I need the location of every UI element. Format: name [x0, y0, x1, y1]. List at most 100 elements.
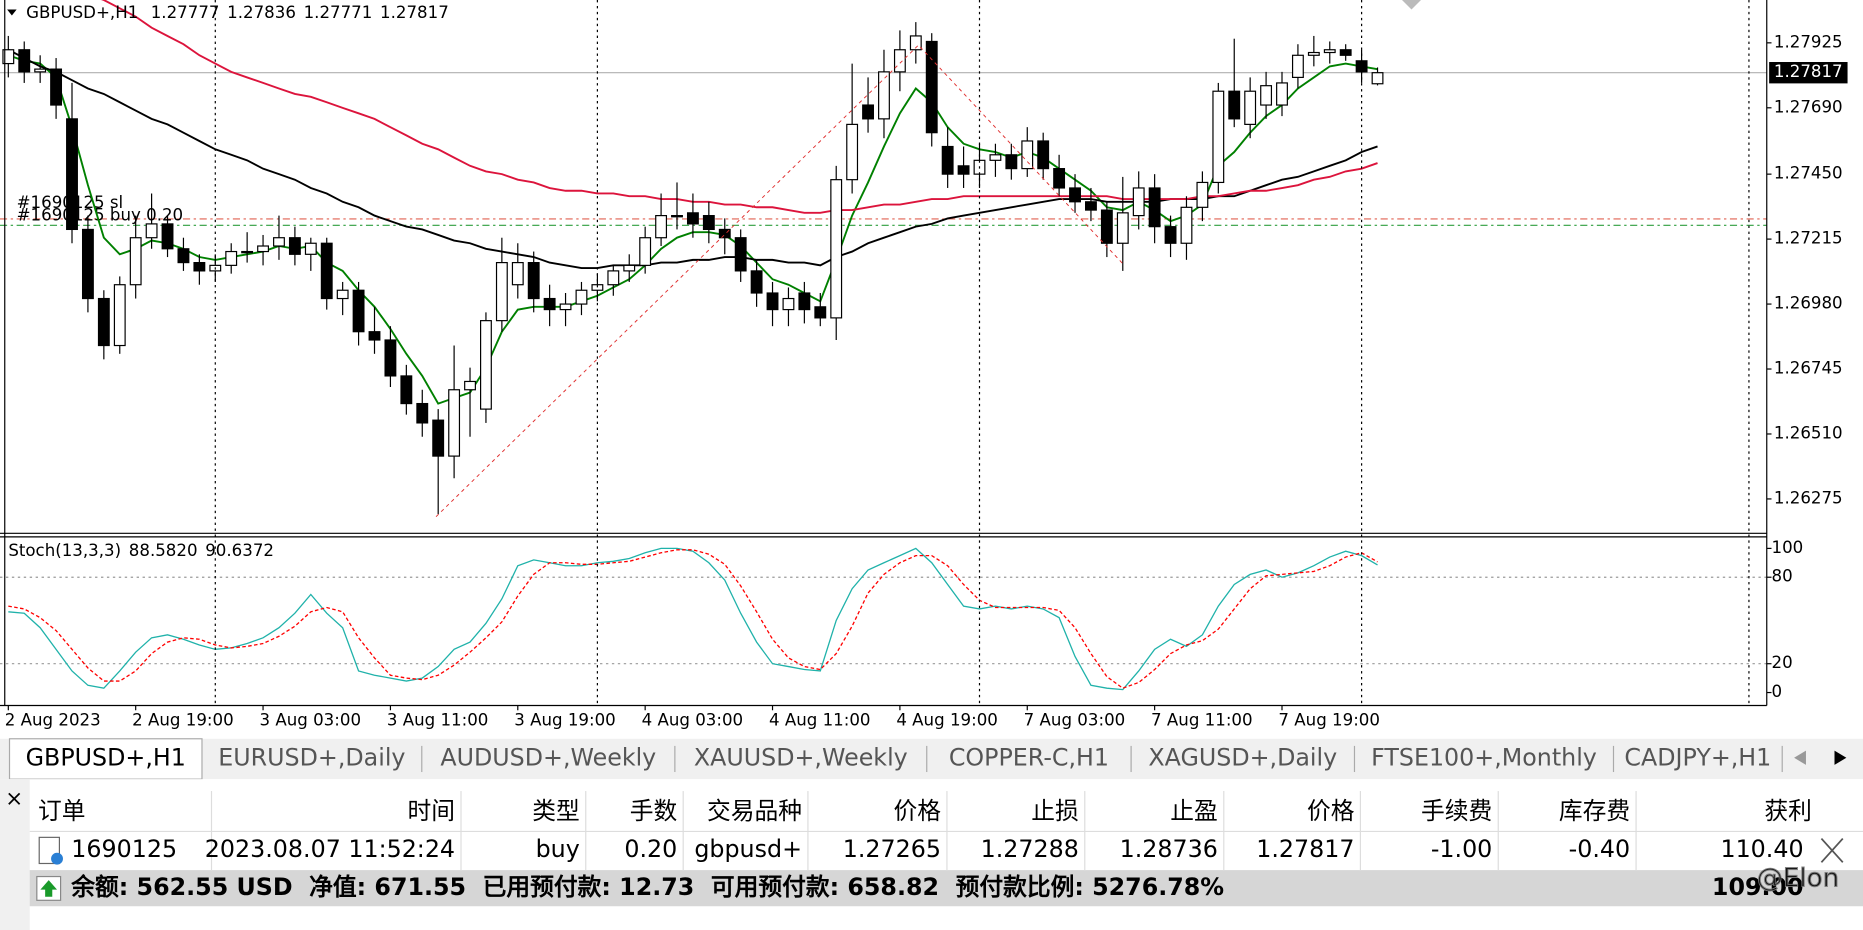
candle-body: [1069, 187, 1081, 203]
price-tick-label: 1.27215: [1774, 229, 1843, 248]
symbol: GBPUSD+,H1: [26, 3, 138, 22]
candle-body: [464, 380, 476, 391]
close: 1.27817: [380, 3, 449, 22]
tab-scroll-right[interactable]: [1834, 750, 1847, 765]
tab[interactable]: COPPER-C,H1: [949, 743, 1109, 771]
column-header: 时间: [408, 797, 456, 825]
tab[interactable]: CADJPY+,H1: [1624, 743, 1771, 771]
stoch-tick-label: 0: [1772, 682, 1783, 701]
bid-tag: [1769, 62, 1848, 84]
candle-body: [957, 165, 970, 175]
time-label: 2 Aug 19:00: [132, 710, 234, 729]
stoch-main: 88.5820: [129, 541, 198, 560]
candle-body: [989, 154, 1002, 161]
cell: 1.27265: [843, 835, 941, 863]
time-label: 3 Aug 11:00: [387, 710, 489, 729]
candle-body: [81, 228, 94, 300]
tab[interactable]: XAUUSD+,Weekly: [694, 743, 908, 771]
tab[interactable]: AUDUSD+,Weekly: [440, 743, 656, 771]
column-header: 价格: [893, 797, 941, 825]
candle-body: [1244, 90, 1257, 125]
cell: 1690125: [71, 835, 177, 863]
candle-body: [97, 297, 110, 347]
candle-body: [495, 262, 508, 322]
tab[interactable]: GBPUSD+,H1: [26, 743, 186, 771]
close-terminal[interactable]: ×: [5, 786, 23, 811]
candle-body: [257, 245, 269, 253]
candle-body: [559, 303, 572, 311]
column-header: 手数: [630, 797, 678, 825]
tab[interactable]: FTSE100+,Monthly: [1371, 743, 1597, 771]
tab[interactable]: XAGUSD+,Daily: [1148, 743, 1337, 771]
candle-body: [1323, 49, 1336, 54]
cell: -1.00: [1431, 835, 1492, 863]
candle-body: [161, 223, 174, 250]
candle-body: [50, 68, 63, 106]
candle-body: [750, 270, 763, 294]
candle-body: [1148, 187, 1161, 228]
candle-body: [18, 49, 31, 73]
dropdown-icon[interactable]: [7, 9, 17, 16]
stoch-info: Stoch(13,3,3) 88.5820 90.6372: [8, 541, 274, 560]
candle-body: [766, 292, 779, 311]
candle-body: [543, 297, 556, 311]
candle-body: [830, 179, 843, 319]
candle-body: [1132, 187, 1145, 217]
column-header: 类型: [532, 797, 580, 825]
candle-body: [734, 237, 747, 272]
tab-bar: GBPUSD+,H1 EURUSD+,Daily AUDUSD+,Weekly XAU…: [0, 738, 1863, 780]
price-tick-label: 1.26510: [1774, 423, 1843, 442]
axes: 1.27925 1.27690 1.27450 1.27215 1.26980 1.267…: [0, 0, 1848, 729]
candle-body: [416, 402, 429, 424]
candle-body: [1307, 51, 1320, 56]
candle-body: [846, 123, 859, 181]
candle-body: [686, 212, 699, 225]
terminal-panel: × 订单 时间 类型 手数 交易品种 价格 止损 止盈 价格 手续费 库存费 获利 1690125 202…: [0, 779, 1863, 930]
cell: 1.28736: [1120, 835, 1218, 863]
candle-body: [113, 284, 126, 347]
column-header: 交易品种: [707, 797, 802, 825]
candle-body: [1228, 90, 1241, 120]
column-header: 订单: [38, 797, 86, 825]
candle-body: [448, 389, 461, 457]
candle-body: [288, 237, 301, 255]
candle-body: [1371, 72, 1384, 85]
candle-body: [1085, 201, 1097, 211]
terminal-side: [0, 779, 30, 930]
candle-body: [909, 35, 922, 51]
candle-body: [798, 292, 811, 311]
column-header: 止盈: [1170, 797, 1218, 825]
summary-bg: [29, 870, 1863, 907]
column-header: 手续费: [1421, 797, 1492, 825]
stoch-signal: 90.6372: [205, 541, 274, 560]
cell: -0.40: [1569, 835, 1630, 863]
chart-header: GBPUSD+,H1 1.27777 1.27836 1.27771 1.278…: [7, 3, 449, 560]
stoch-line: [8, 547, 1378, 691]
summary-arrow: [40, 880, 58, 897]
candle-body: [941, 145, 954, 175]
column-header: 库存费: [1559, 797, 1630, 825]
cell: 110.40: [1720, 835, 1803, 863]
candle-body: [304, 242, 317, 255]
candle-body: [480, 320, 492, 410]
trade-label: #1690125 buy 0.20: [17, 205, 184, 224]
stoch-tick-label: 100: [1772, 538, 1804, 557]
time-label: 4 Aug 11:00: [769, 710, 871, 729]
column-header: 获利: [1764, 797, 1812, 825]
candle-body: [193, 262, 206, 272]
candle-body: [527, 262, 540, 300]
tab[interactable]: EURUSD+,Daily: [218, 743, 405, 771]
price-tick-label: 1.26745: [1774, 359, 1843, 378]
tab-scroll-left[interactable]: [1794, 750, 1806, 765]
price-tick-label: 1.26980: [1774, 294, 1843, 313]
candle-body: [177, 248, 190, 264]
column-header: 止损: [1031, 797, 1079, 825]
candle-body: [655, 215, 668, 239]
candle-body: [1037, 140, 1050, 170]
candle-body: [893, 49, 906, 73]
price-tick-label: 1.27690: [1774, 97, 1843, 116]
candle-body: [782, 297, 795, 311]
cell: 1.27817: [1256, 835, 1354, 863]
close-order[interactable]: [1820, 837, 1844, 863]
